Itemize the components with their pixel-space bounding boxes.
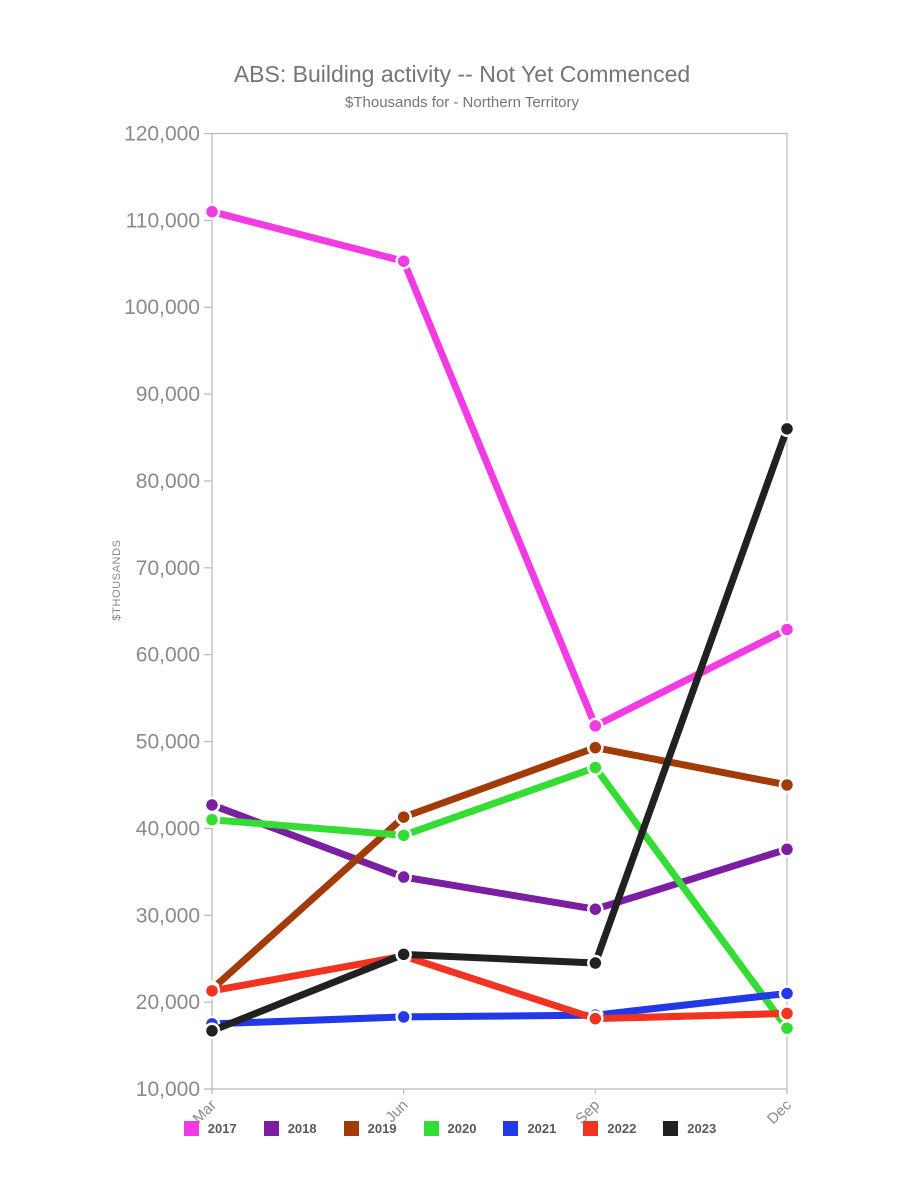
y-tick-label: 90,000 — [136, 383, 200, 406]
legend-item-2021[interactable]: 2021 — [503, 1121, 556, 1136]
legend-swatch-icon — [183, 1121, 199, 1136]
legend-item-2020[interactable]: 2020 — [423, 1121, 477, 1136]
data-point-2017-Mar — [203, 203, 221, 220]
legend-item-2022[interactable]: 2022 — [583, 1121, 636, 1136]
legend-label: 2021 — [527, 1121, 557, 1136]
legend-item-2018[interactable]: 2018 — [263, 1121, 317, 1136]
legend: 2017 2018 2019 2020 2021 2022 2023 — [0, 1121, 900, 1136]
y-tick-label: 120,000 — [124, 123, 200, 146]
legend-swatch-icon — [263, 1121, 279, 1136]
data-point-2020-Dec — [778, 1019, 796, 1037]
y-tick-label: 20,000 — [136, 991, 200, 1014]
data-point-2023-Dec — [778, 420, 796, 438]
series-line-2017 — [211, 208, 789, 730]
series-line-2018 — [210, 801, 789, 913]
legend-item-2019[interactable]: 2019 — [343, 1121, 397, 1136]
y-tick-label: 70,000 — [136, 557, 200, 580]
legend-label: 2017 — [207, 1121, 237, 1136]
y-tick-label: 110,000 — [126, 209, 200, 232]
data-point-2017-Dec — [778, 621, 796, 638]
y-tick-label: 10,000 — [136, 1078, 200, 1101]
y-tick-label: 60,000 — [136, 644, 200, 667]
data-point-2017-Sep — [587, 717, 604, 735]
legend-item-2017[interactable]: 2017 — [183, 1121, 237, 1136]
plot-frame — [211, 132, 788, 1090]
y-tick-label: 40,000 — [136, 817, 200, 840]
data-point-2017-Jun — [395, 252, 412, 270]
legend-swatch-icon — [583, 1121, 599, 1136]
legend-swatch-icon — [663, 1121, 679, 1136]
data-point-2022-Dec — [778, 1005, 796, 1022]
data-point-2018-Dec — [778, 841, 796, 858]
legend-swatch-icon — [503, 1121, 519, 1136]
y-tick-label: 100,000 — [124, 296, 200, 319]
chart-title: ABS: Building activity -- Not Yet Commen… — [233, 61, 691, 87]
y-tick-label: 30,000 — [136, 904, 200, 927]
data-point-2018-Sep — [587, 900, 604, 918]
series-line-2022 — [211, 952, 788, 1023]
series-line-2023 — [210, 427, 791, 1035]
data-point-2018-Mar — [203, 796, 221, 814]
data-point-2020-Sep — [587, 759, 604, 776]
legend-label: 2022 — [607, 1121, 637, 1136]
legend-label: 2020 — [447, 1121, 477, 1136]
data-point-2022-Sep — [587, 1010, 604, 1027]
data-point-2018-Jun — [395, 868, 412, 886]
chart-subtitle: $Thousands for - Northern Territory — [345, 94, 579, 111]
data-point-2023-Mar — [203, 1022, 221, 1040]
legend-label: 2018 — [287, 1121, 317, 1136]
data-point-2019-Jun — [395, 808, 412, 826]
data-point-2023-Jun — [395, 946, 412, 963]
data-point-2023-Sep — [587, 954, 604, 972]
legend-label: 2019 — [367, 1121, 397, 1136]
data-point-2021-Jun — [395, 1008, 412, 1026]
data-point-2020-Mar — [203, 811, 221, 828]
legend-swatch-icon — [423, 1121, 439, 1136]
y-tick-label: 50,000 — [136, 731, 200, 754]
data-point-2019-Dec — [778, 776, 796, 794]
series-line-2020 — [211, 764, 790, 1031]
data-point-2021-Dec — [778, 985, 796, 1002]
legend-item-2023[interactable]: 2023 — [663, 1121, 716, 1136]
legend-label: 2023 — [687, 1121, 717, 1136]
data-point-2020-Jun — [395, 827, 412, 844]
y-tick-label: 80,000 — [136, 470, 200, 493]
data-point-2019-Sep — [587, 739, 604, 756]
series-line-2021 — [211, 989, 788, 1028]
legend-swatch-icon — [343, 1121, 359, 1136]
data-point-2022-Mar — [203, 982, 221, 1000]
series-line-2019 — [209, 744, 788, 992]
